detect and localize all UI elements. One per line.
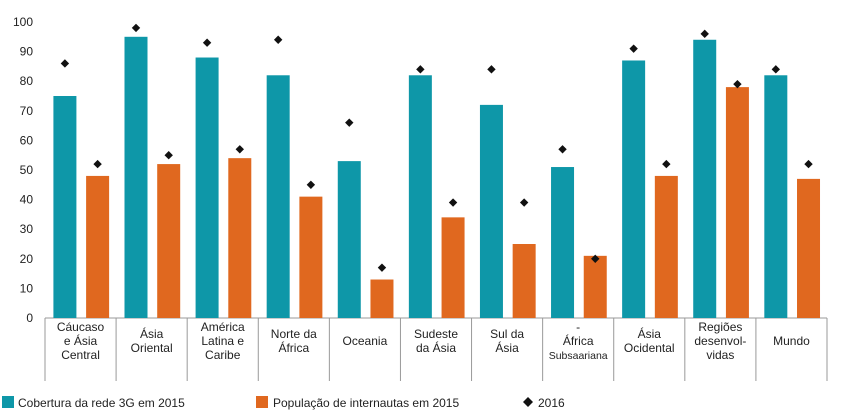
marker-2016 <box>629 44 638 53</box>
category-label: Sudeste <box>414 327 458 341</box>
category-label: e Ásia <box>64 333 98 348</box>
legend-swatch-3g-coverage <box>2 396 14 408</box>
marker-2016 <box>345 118 354 127</box>
legend-swatch-internet-population <box>256 396 268 408</box>
bar-internet-population <box>228 158 252 318</box>
legend-label-3g-coverage: Cobertura da rede 3G em 2015 <box>18 396 185 410</box>
category-label: África <box>278 340 309 355</box>
bar-3g-coverage <box>195 57 219 319</box>
marker-2016 <box>131 23 141 33</box>
category-label: Ásia <box>140 326 164 341</box>
category-label: Norte da <box>271 327 317 341</box>
marker-2016 <box>273 35 283 44</box>
bar-internet-population <box>441 217 465 318</box>
y-tick-label: 60 <box>20 133 34 147</box>
bar-3g-coverage <box>53 96 77 318</box>
bar-internet-population <box>370 279 394 318</box>
bar-internet-population <box>583 255 607 318</box>
category-label: da Ásia <box>416 340 456 355</box>
bar-internet-population <box>299 196 323 318</box>
bar-3g-coverage <box>408 75 432 318</box>
bar-internet-population <box>157 164 181 318</box>
category-label: desenvol- <box>694 334 746 348</box>
bar-internet-population <box>654 175 678 318</box>
y-tick-label: 30 <box>20 222 34 236</box>
marker-2016 <box>558 145 567 154</box>
category-label: Mundo <box>773 334 810 348</box>
y-tick-label: 40 <box>20 193 34 207</box>
marker-2016 <box>202 38 212 47</box>
category-label: Ásia <box>495 340 519 355</box>
bar-3g-coverage <box>622 60 646 318</box>
category-label: América <box>201 320 245 334</box>
legend-label-internet-population: População de internautas em 2015 <box>273 396 459 410</box>
bar-internet-population <box>725 87 749 319</box>
marker-2016 <box>519 198 529 207</box>
marker-2016 <box>416 65 425 74</box>
marker-2016 <box>448 198 458 207</box>
category-label: Latina e <box>201 334 244 348</box>
bar-internet-population <box>86 175 110 318</box>
category-label: Sul da <box>490 327 524 341</box>
bar-3g-coverage <box>337 161 361 318</box>
bar-3g-coverage <box>551 167 575 318</box>
category-label: Regiões <box>698 320 742 334</box>
marker-2016 <box>306 180 316 189</box>
category-label: Central <box>61 348 100 362</box>
marker-2016 <box>164 151 173 160</box>
marker-2016 <box>93 159 102 169</box>
marker-2016 <box>733 79 742 89</box>
bar-3g-coverage <box>764 75 788 318</box>
marker-2016 <box>700 29 709 39</box>
category-label: Caribe <box>205 348 241 362</box>
bar-internet-population <box>512 244 536 318</box>
marker-2016 <box>487 65 496 74</box>
y-tick-label: 50 <box>20 163 34 177</box>
category-label: África <box>563 333 594 348</box>
category-label: Oceania <box>343 334 388 348</box>
bar-internet-population <box>797 178 821 318</box>
y-tick-label: 70 <box>20 104 34 118</box>
category-label: Ásia <box>638 326 662 341</box>
marker-2016 <box>662 159 671 169</box>
legend-label-2016: 2016 <box>538 396 565 410</box>
legend-marker-2016 <box>523 397 533 407</box>
y-tick-label: 90 <box>20 45 34 59</box>
category-label: Cáucaso <box>57 320 105 334</box>
category-label: vidas <box>706 348 734 362</box>
category-label: Subsaariana <box>549 350 608 362</box>
marker-2016 <box>235 145 244 154</box>
y-tick-label: 80 <box>20 74 34 88</box>
marker-2016 <box>60 59 70 68</box>
y-tick-label: 0 <box>26 311 33 325</box>
y-tick-label: 10 <box>20 281 34 295</box>
bar-3g-coverage <box>266 75 290 318</box>
bar-3g-coverage <box>124 36 148 319</box>
bar-3g-coverage <box>693 39 717 318</box>
category-label: Ocidental <box>624 341 675 355</box>
marker-2016 <box>804 159 813 169</box>
marker-2016 <box>591 254 600 263</box>
category-label: - <box>576 320 580 334</box>
category-label: Oriental <box>131 341 173 355</box>
bar-3g-coverage <box>479 104 503 318</box>
marker-2016 <box>771 65 781 74</box>
y-tick-label: 20 <box>20 252 34 266</box>
y-tick-label: 100 <box>13 15 33 29</box>
marker-2016 <box>377 263 387 272</box>
